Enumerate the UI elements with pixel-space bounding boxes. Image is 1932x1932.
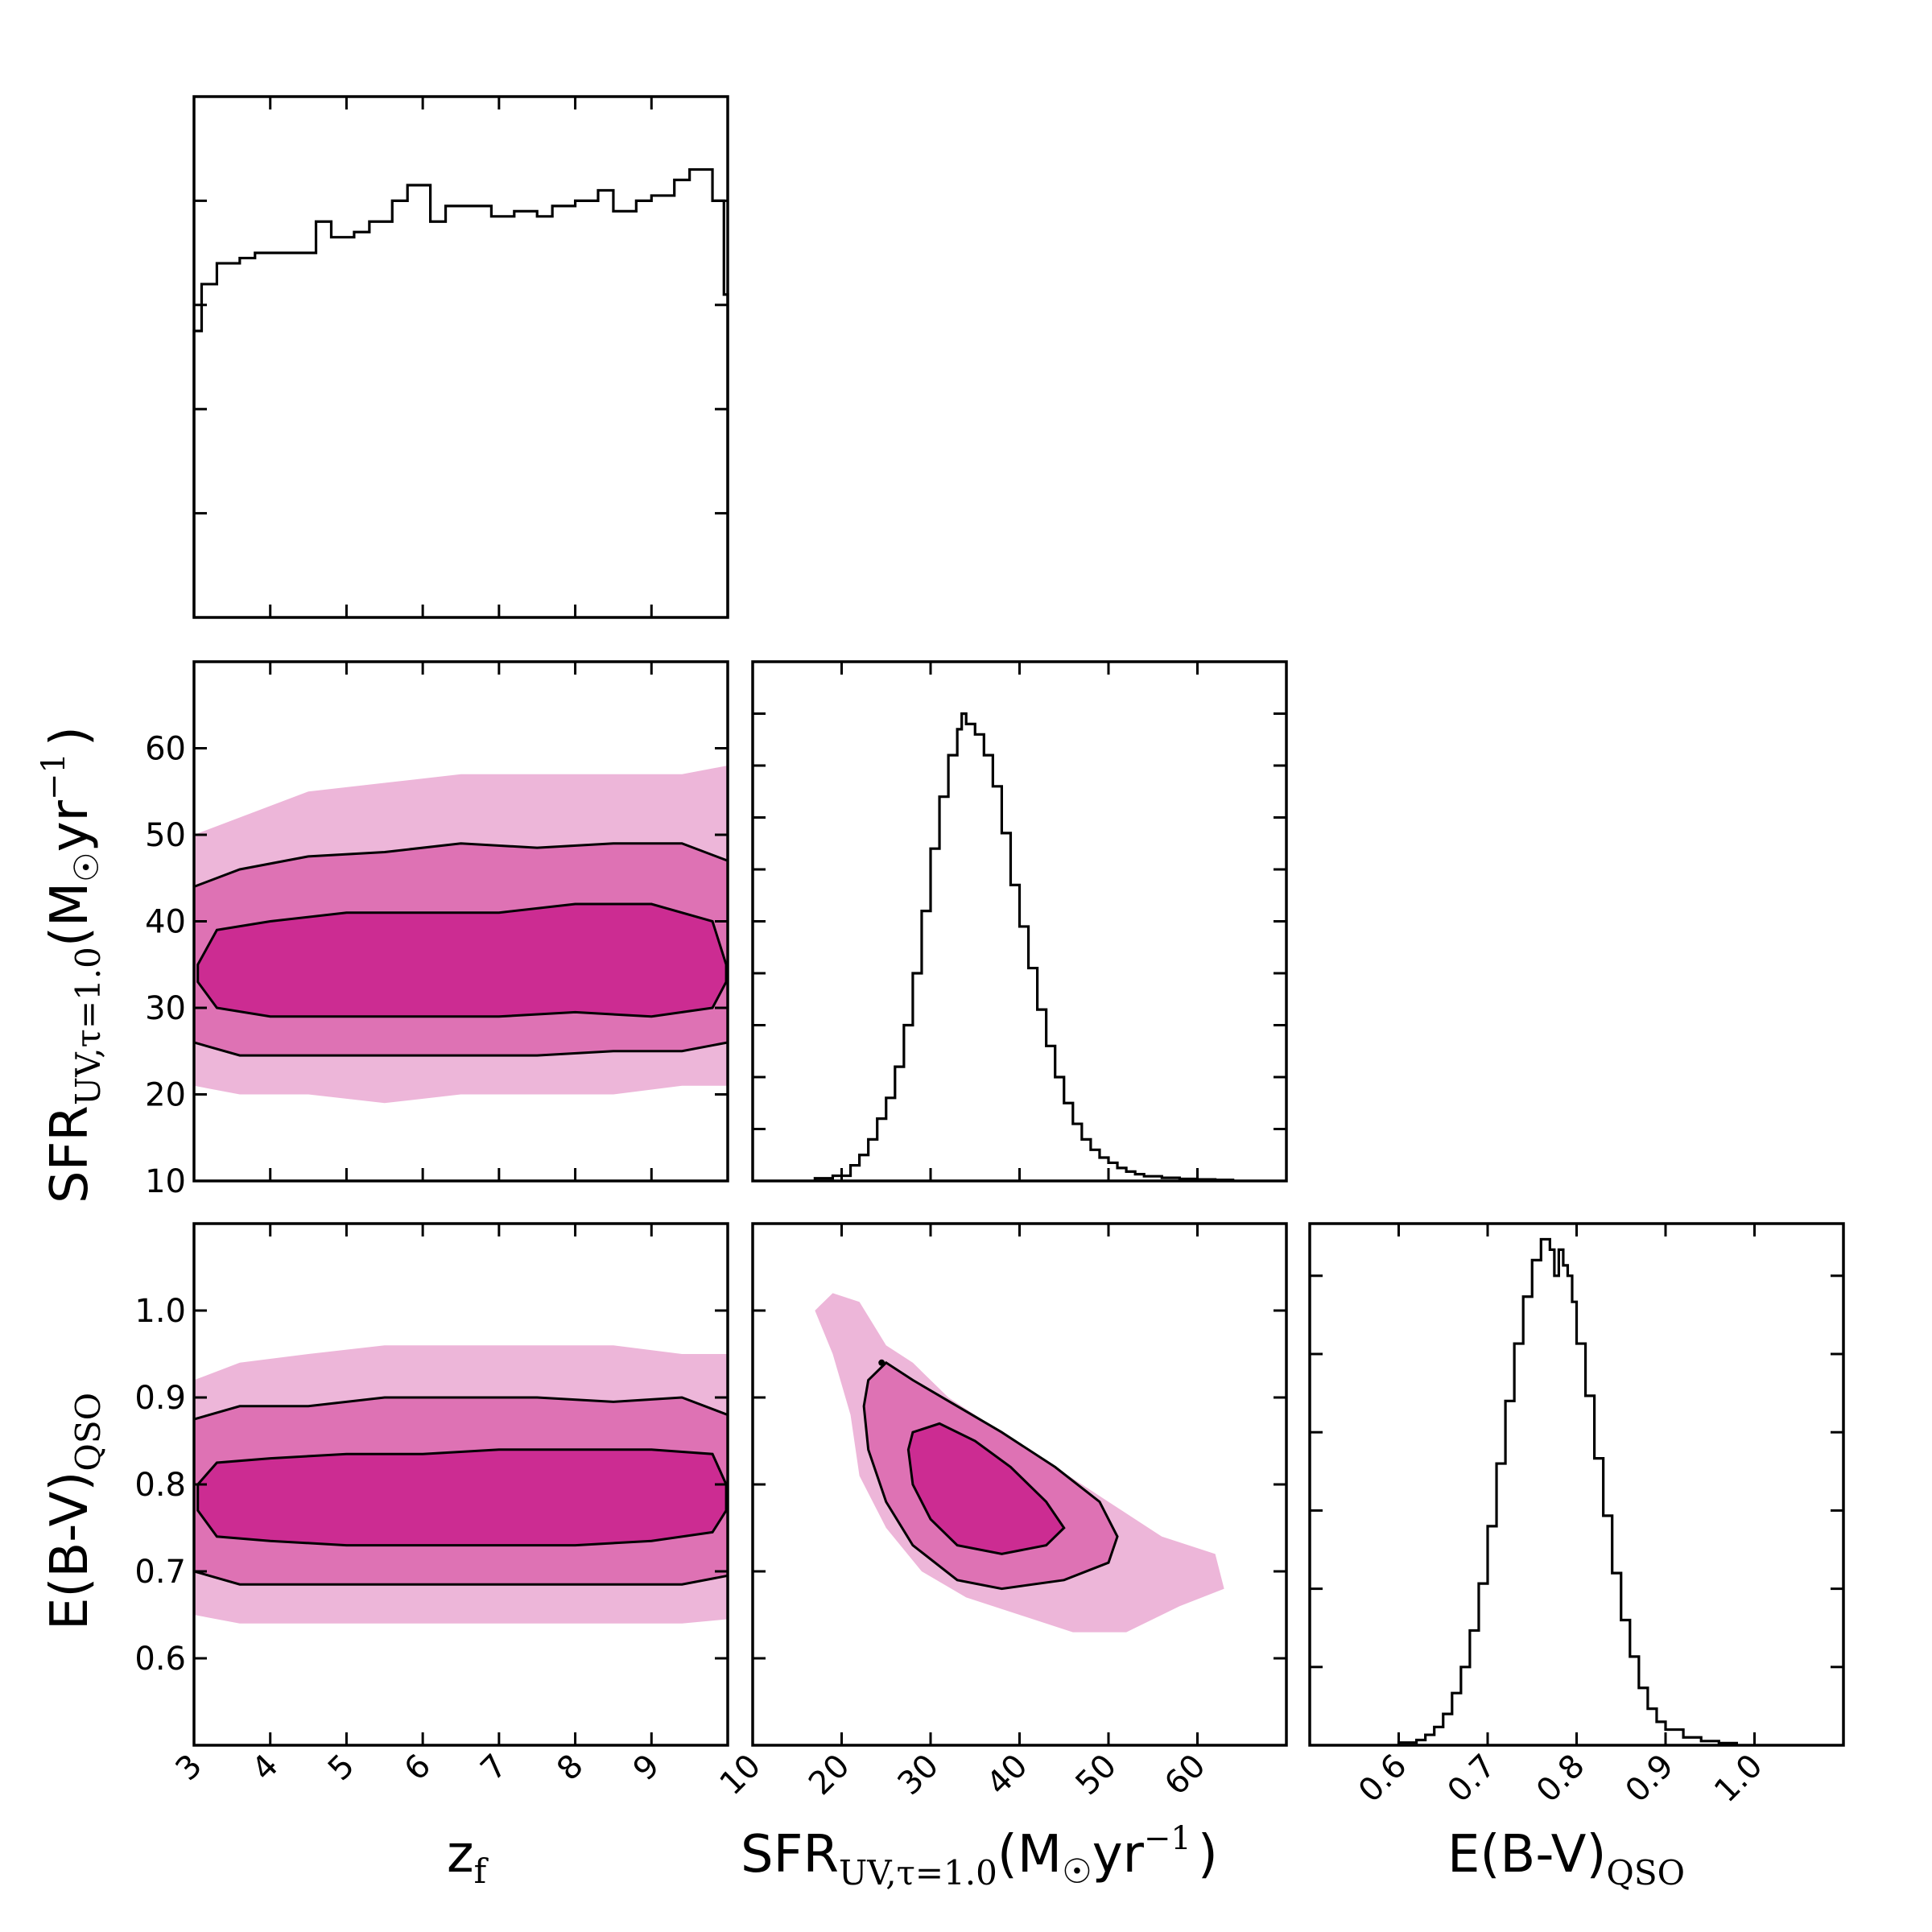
contour-zf-ebv-fills xyxy=(194,1345,728,1624)
xtick-zf-tick-label: 8 xyxy=(550,1748,591,1789)
xlabel-sfr-sup: −1 xyxy=(1144,1820,1191,1857)
panel-hist-zf xyxy=(192,95,729,619)
panel-contour-sfr-ebv: 10 20 30 40 50 60 xyxy=(713,1222,1288,1803)
xlabel-sfr: SFRUV,τ=1.0(M☉yr−1) xyxy=(741,1820,1218,1893)
contour-zf-ebv-fill-1sigma xyxy=(197,1449,727,1546)
xtick-ebv-tick-label: 0.8 xyxy=(1530,1748,1592,1810)
xlabel-sfr-units-open: (M xyxy=(997,1825,1062,1885)
ylabel-ebv-sub: QSO xyxy=(68,1393,108,1472)
xlabel-zf-main: z xyxy=(447,1825,474,1885)
contour-zf-ebv-line-2sigma xyxy=(194,1396,728,1586)
xtick-sfr-tick-label: 10 xyxy=(713,1748,769,1803)
xtick-zf-tick-label: 4 xyxy=(245,1748,286,1789)
ylabel-sfr-units-open: (M xyxy=(40,882,100,947)
contour-zf-ebv-line-1sigma xyxy=(196,1448,728,1547)
contour-sfr-ebv-fills xyxy=(815,1293,1224,1633)
xlabel-ebv: E(B-V)QSO xyxy=(1447,1825,1685,1893)
xtick-ebv-tick-label: 0.7 xyxy=(1441,1748,1504,1810)
ylabel-sfr-sup: −1 xyxy=(35,753,72,800)
ytick-sfr-tick-label: 10 xyxy=(145,1163,186,1200)
ylabel-sfr-sub: UV,τ=1.0 xyxy=(68,947,108,1105)
ytick-ebv-tick-label: 0.8 xyxy=(134,1467,186,1504)
xtick-sfr-tick-label: 40 xyxy=(980,1748,1035,1803)
ylabel-ebv-main: E(B-V) xyxy=(40,1472,100,1630)
hist-ebv-step xyxy=(1397,1237,1738,1745)
xtick-sfr-tick-label: 50 xyxy=(1069,1748,1125,1803)
contour-zf-sfr-line-1sigma xyxy=(196,902,728,1018)
xtick-sfr-tick-label: 30 xyxy=(891,1748,947,1803)
ytick-ebv-tick-label: 1.0 xyxy=(134,1293,186,1330)
ylabel-sfr-yr: yr xyxy=(40,799,100,852)
ylabel-sfr-main: SFR xyxy=(40,1105,100,1203)
ylabel-sfr-units-close: ) xyxy=(40,726,100,746)
xtick-sfr-tick-label: 60 xyxy=(1158,1748,1213,1803)
xtick-zf-tick-label: 5 xyxy=(321,1748,362,1789)
hist-sfr-step xyxy=(813,712,1235,1182)
xlabel-sfr-sun: ☉ xyxy=(1062,1852,1092,1891)
xtick-zf-tick-label: 7 xyxy=(473,1748,514,1789)
contour-zf-sfr-fill-1sigma xyxy=(197,904,727,1017)
ytick-sfr-tick-label: 50 xyxy=(145,817,186,854)
xlabel-zf: zf xyxy=(447,1825,489,1891)
panel-hist-ebv: 0.6 0.7 0.8 0.9 1.0 xyxy=(1308,1222,1845,1810)
xtick-ebv-tick-label: 1.0 xyxy=(1707,1748,1770,1810)
contour-zf-sfr-fills xyxy=(194,766,728,1104)
ytick-ebv-tick-label: 0.7 xyxy=(134,1554,186,1591)
xlabel-sfr-sub: UV,τ=1.0 xyxy=(839,1853,997,1893)
ylabel-ebv: E(B-V)QSO xyxy=(40,1393,108,1630)
xlabel-sfr-main: SFR xyxy=(741,1825,839,1885)
ytick-ebv-tick-label: 0.6 xyxy=(134,1641,186,1678)
xtick-sfr-tick-label: 20 xyxy=(802,1748,857,1803)
xlabel-zf-sub: f xyxy=(474,1852,489,1891)
ytick-sfr-tick-label: 60 xyxy=(145,731,186,768)
xlabel-sfr-yr: yr xyxy=(1092,1825,1145,1885)
xtick-ebv-tick-label: 0.9 xyxy=(1619,1748,1682,1810)
hist-zf-step xyxy=(192,167,729,617)
xlabel-sfr-units-close: ) xyxy=(1198,1825,1218,1885)
xlabel-ebv-sub: QSO xyxy=(1606,1853,1685,1893)
hist-zf-frame xyxy=(192,95,729,619)
ytick-sfr-tick-label: 20 xyxy=(145,1077,186,1114)
ytick-ebv-tick-label: 0.9 xyxy=(134,1380,186,1417)
contour-sfr-ebv-outlier xyxy=(878,1359,886,1366)
panel-contour-zf-ebv: 0.6 0.7 0.8 0.9 1.0 3 4 5 6 7 8 9 xyxy=(134,1222,729,1789)
contour-sfr-ebv-line-2sigma xyxy=(862,1360,1119,1591)
contour-sfr-ebv-line-1sigma xyxy=(906,1422,1066,1555)
xtick-zf-tick-label: 6 xyxy=(398,1748,439,1789)
ylabel-sfr: SFRUV,τ=1.0(M☉yr−1) xyxy=(35,726,108,1203)
xtick-zf-tick-label: 3 xyxy=(169,1748,210,1789)
xlabel-ebv-main: E(B-V) xyxy=(1447,1825,1606,1885)
ytick-sfr-tick-label: 30 xyxy=(145,990,186,1027)
ytick-sfr-tick-label: 40 xyxy=(145,904,186,941)
xtick-ebv-tick-label: 0.6 xyxy=(1352,1748,1414,1810)
panel-hist-sfr xyxy=(751,660,1288,1183)
xtick-zf-tick-label: 9 xyxy=(626,1748,667,1789)
contour-zf-sfr-line-2sigma xyxy=(194,842,728,1057)
ylabel-sfr-sun: ☉ xyxy=(67,852,106,882)
panel-contour-zf-sfr: 10 20 30 40 50 60 xyxy=(145,660,729,1200)
contour-sfr-ebv-fill-1sigma xyxy=(908,1423,1064,1554)
